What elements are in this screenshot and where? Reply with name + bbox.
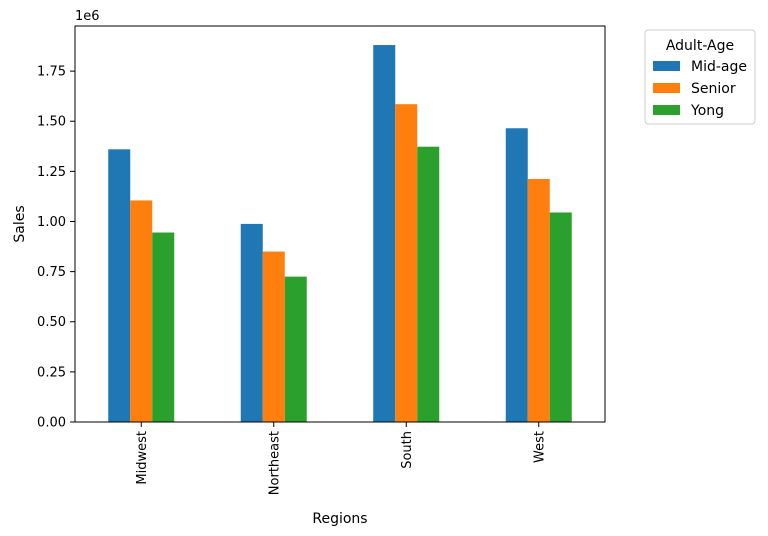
bars-layer [108, 45, 572, 423]
x-tick-label: Midwest [135, 431, 150, 485]
y-tick-label: 0.75 [37, 265, 66, 280]
legend-label: Yong [690, 103, 724, 119]
y-axis-label: Sales [12, 205, 28, 242]
bar-senior-west [527, 178, 550, 422]
plot-frame [74, 25, 606, 423]
y-tick-label: 0.00 [37, 416, 66, 431]
x-tick-label: Northeast [267, 431, 282, 495]
x-tick-label: West [532, 431, 547, 463]
bar-yong-midwest [152, 232, 175, 422]
y-tick-label: 1.75 [37, 65, 66, 80]
y-tick-label: 0.50 [37, 315, 66, 330]
legend: Adult-Age Mid-age Senior Yong [644, 29, 756, 125]
legend-swatch-mid-age [653, 61, 680, 71]
bar-senior-south [395, 104, 418, 422]
bar-yong-south [417, 146, 440, 422]
x-axis-label: Regions [312, 511, 367, 527]
bar-mid-age-west [505, 128, 528, 422]
bar-mid-age-midwest [108, 149, 131, 422]
bar-senior-midwest [130, 200, 153, 422]
bar-yong-northeast [284, 276, 307, 422]
y-tick-label: 1.50 [37, 115, 66, 130]
bar-mid-age-south [373, 45, 396, 423]
y-tick-label: 0.25 [37, 365, 66, 380]
bar-mid-age-northeast [240, 223, 263, 422]
legend-title: Adult-Age [666, 38, 734, 54]
legend-label: Mid-age [691, 59, 747, 75]
legend-label: Senior [691, 81, 736, 97]
y-axis: 0.00 0.25 0.50 0.75 1.00 1.25 1.50 1.75 [37, 65, 75, 431]
y-tick-label: 1.00 [37, 215, 66, 230]
x-tick-label: South [400, 431, 415, 469]
bar-yong-west [549, 212, 572, 422]
legend-box [644, 29, 756, 125]
legend-swatch-yong [653, 105, 680, 115]
x-axis: Midwest Northeast South West [135, 422, 547, 495]
legend-items: Mid-age Senior Yong [653, 59, 747, 119]
y-offset-label: 1e6 [75, 9, 100, 24]
y-tick-label: 1.25 [37, 165, 66, 180]
legend-swatch-senior [653, 83, 680, 93]
bar-senior-northeast [262, 251, 285, 422]
